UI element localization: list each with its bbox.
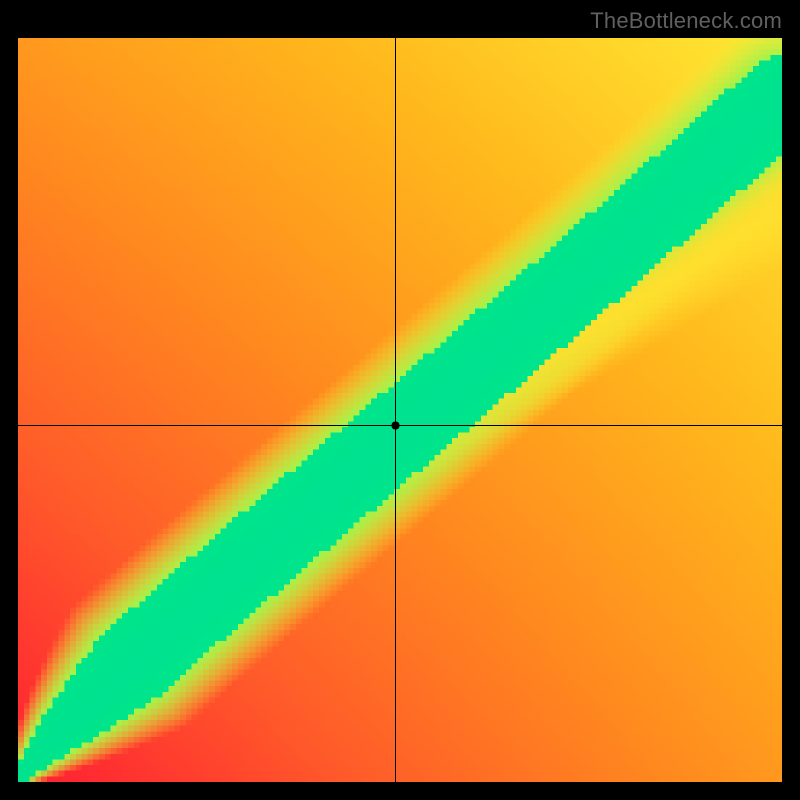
crosshair-overlay — [18, 38, 782, 782]
watermark-text: TheBottleneck.com — [590, 8, 782, 34]
heatmap-container — [18, 38, 782, 782]
